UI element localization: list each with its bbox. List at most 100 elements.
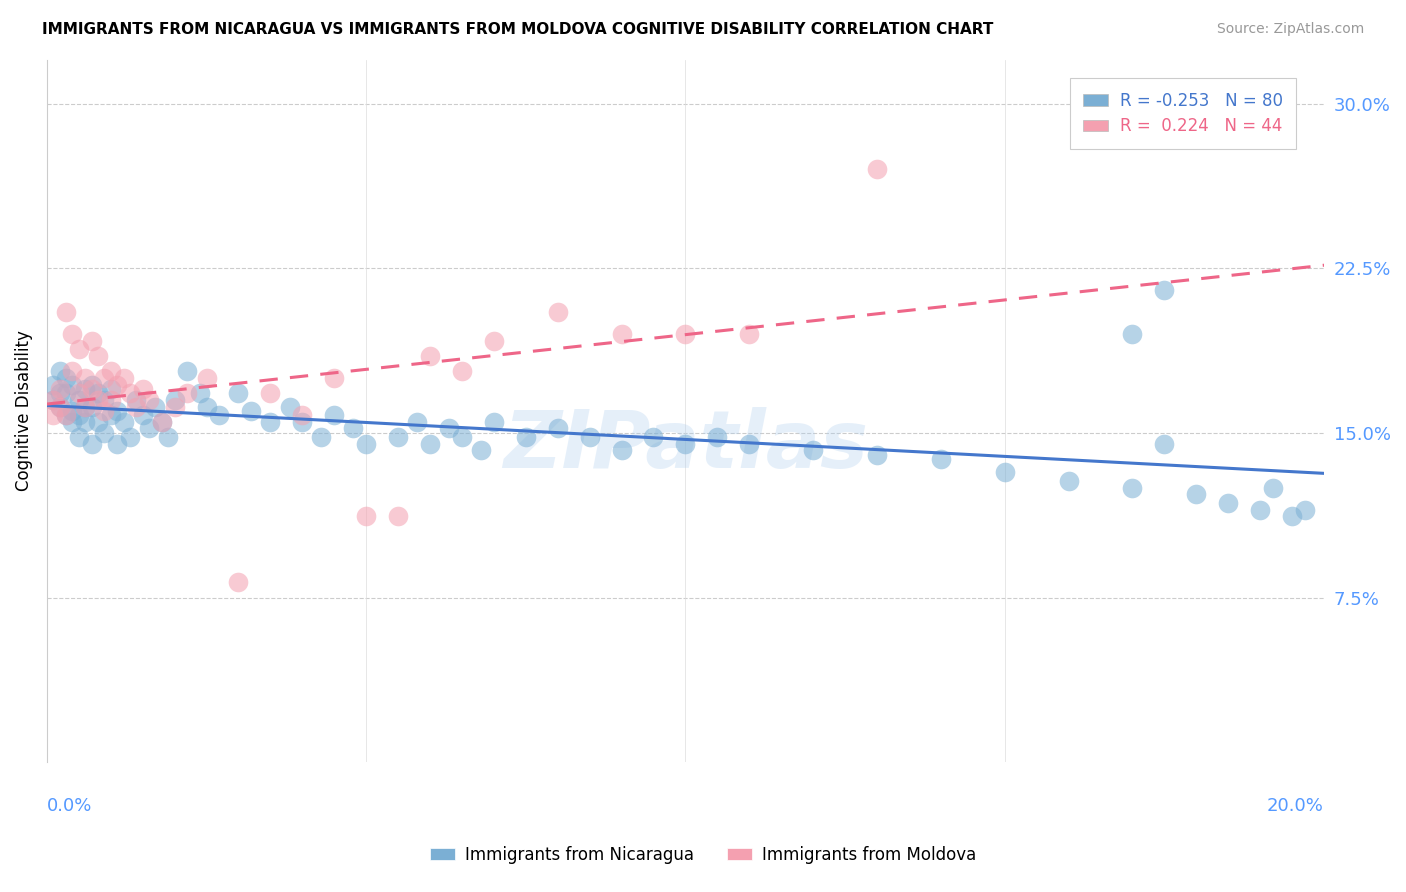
Point <box>131 409 153 423</box>
Point <box>87 415 110 429</box>
Point <box>929 452 952 467</box>
Point <box>87 386 110 401</box>
Point <box>1185 487 1208 501</box>
Point <box>93 392 115 407</box>
Point <box>259 415 281 429</box>
Point <box>387 509 409 524</box>
Point <box>994 466 1017 480</box>
Point <box>138 392 160 407</box>
Point <box>311 430 333 444</box>
Point <box>100 409 122 423</box>
Point <box>157 430 180 444</box>
Text: IMMIGRANTS FROM NICARAGUA VS IMMIGRANTS FROM MOLDOVA COGNITIVE DISABILITY CORREL: IMMIGRANTS FROM NICARAGUA VS IMMIGRANTS … <box>42 22 994 37</box>
Point <box>75 400 97 414</box>
Point <box>738 327 761 342</box>
Point <box>323 371 346 385</box>
Point <box>75 382 97 396</box>
Point <box>75 400 97 414</box>
Point <box>706 430 728 444</box>
Point <box>105 377 128 392</box>
Point <box>259 386 281 401</box>
Legend: Immigrants from Nicaragua, Immigrants from Moldova: Immigrants from Nicaragua, Immigrants fr… <box>423 839 983 871</box>
Point <box>188 386 211 401</box>
Point <box>866 162 889 177</box>
Point <box>278 400 301 414</box>
Point <box>547 305 569 319</box>
Text: Source: ZipAtlas.com: Source: ZipAtlas.com <box>1216 22 1364 37</box>
Point <box>145 400 167 414</box>
Point <box>150 415 173 429</box>
Point <box>75 415 97 429</box>
Point <box>125 392 148 407</box>
Point <box>150 415 173 429</box>
Point <box>451 364 474 378</box>
Point <box>93 371 115 385</box>
Point <box>801 443 824 458</box>
Point <box>291 415 314 429</box>
Point <box>48 400 70 414</box>
Point <box>1261 481 1284 495</box>
Point <box>67 386 90 401</box>
Point <box>1153 283 1175 297</box>
Point <box>87 349 110 363</box>
Point <box>176 364 198 378</box>
Point <box>87 392 110 407</box>
Point <box>118 386 141 401</box>
Point <box>105 404 128 418</box>
Text: ZIPatlas: ZIPatlas <box>503 407 868 485</box>
Point <box>67 430 90 444</box>
Point <box>228 575 250 590</box>
Point <box>55 409 77 423</box>
Point <box>176 386 198 401</box>
Point <box>80 400 103 414</box>
Point <box>163 392 186 407</box>
Point <box>55 386 77 401</box>
Point <box>419 437 441 451</box>
Point <box>1121 481 1143 495</box>
Point <box>48 400 70 414</box>
Point <box>1153 437 1175 451</box>
Point <box>100 382 122 396</box>
Point <box>125 400 148 414</box>
Point <box>105 437 128 451</box>
Point <box>131 382 153 396</box>
Point <box>547 421 569 435</box>
Point <box>62 415 84 429</box>
Point <box>354 509 377 524</box>
Point <box>80 437 103 451</box>
Point <box>610 327 633 342</box>
Point <box>55 409 77 423</box>
Point <box>515 430 537 444</box>
Point <box>1057 474 1080 488</box>
Point <box>643 430 665 444</box>
Point <box>93 404 115 418</box>
Point <box>673 437 696 451</box>
Point <box>228 386 250 401</box>
Point <box>451 430 474 444</box>
Point <box>67 409 90 423</box>
Legend: R = -0.253   N = 80, R =  0.224   N = 44: R = -0.253 N = 80, R = 0.224 N = 44 <box>1070 78 1296 149</box>
Point <box>1121 327 1143 342</box>
Point <box>55 371 77 385</box>
Point <box>80 377 103 392</box>
Point <box>1294 502 1316 516</box>
Point <box>738 437 761 451</box>
Point <box>42 377 65 392</box>
Point <box>55 305 77 319</box>
Point <box>866 448 889 462</box>
Point <box>100 364 122 378</box>
Point <box>342 421 364 435</box>
Point <box>62 364 84 378</box>
Point <box>482 415 505 429</box>
Text: 20.0%: 20.0% <box>1267 797 1324 815</box>
Point <box>195 371 218 385</box>
Point <box>48 364 70 378</box>
Point <box>80 382 103 396</box>
Point <box>75 371 97 385</box>
Point <box>1249 502 1271 516</box>
Point <box>387 430 409 444</box>
Point <box>48 382 70 396</box>
Point <box>673 327 696 342</box>
Point <box>42 392 65 407</box>
Point <box>482 334 505 348</box>
